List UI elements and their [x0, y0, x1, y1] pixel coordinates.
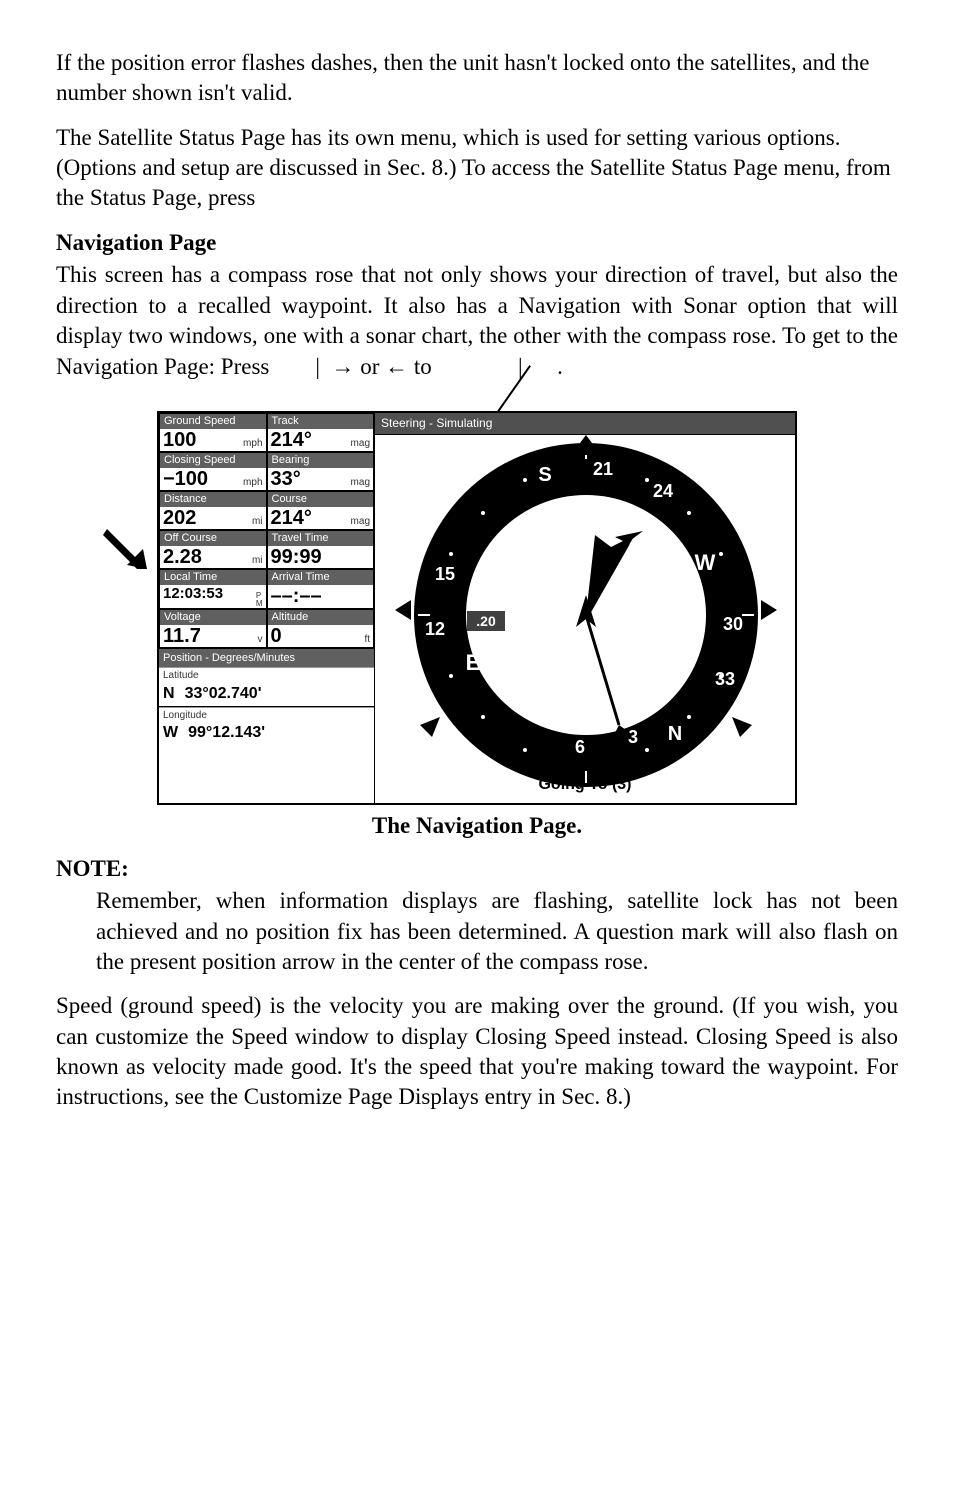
right-arrow-icon: → [331, 353, 354, 379]
label-latitude: Latitude [159, 667, 374, 682]
data-panel: Ground Speed 100 mph Track 214° mag Closin… [159, 413, 375, 804]
label-track: Track [268, 414, 374, 429]
steering-bar: Steering - Simulating [375, 413, 795, 436]
svg-text:24: 24 [653, 481, 673, 501]
svg-text:E: E [466, 650, 481, 675]
unit-distance: mi [252, 515, 263, 528]
value-off-course: 2.28 [163, 547, 202, 567]
value-course: 214° [271, 508, 312, 528]
unit-altitude: ft [364, 633, 370, 646]
nav-intro-or: or [360, 354, 379, 379]
nav-intro-to: to [414, 354, 432, 379]
left-arrow-icon: ← [385, 353, 408, 379]
unit-course: mag [351, 515, 370, 528]
svg-text:W: W [695, 550, 716, 575]
value-ground-speed: 100 [163, 430, 196, 450]
value-bearing: 33° [271, 469, 301, 489]
compass-rose-icon: S W E N 21 24 15 12 6 3 30 33 [375, 435, 798, 803]
svg-text:6: 6 [575, 737, 585, 757]
svg-text:12: 12 [425, 619, 445, 639]
value-latitude: 33°02.740' [185, 683, 262, 704]
cell-local-time: Local Time 12:03:53 P M [159, 569, 267, 608]
label-position: Position - Degrees/Minutes [159, 649, 374, 668]
heading-navigation-page: Navigation Page [56, 228, 898, 258]
svg-text:21: 21 [593, 459, 613, 479]
label-altitude: Altitude [268, 610, 374, 625]
note-body: Remember, when information displays are … [96, 886, 898, 977]
paragraph-navigation-intro: This screen has a compass rose that not … [56, 260, 898, 382]
value-altitude: 0 [271, 626, 282, 646]
label-course: Course [268, 492, 374, 507]
lon-prefix: W [163, 722, 178, 743]
label-closing-speed: Closing Speed [160, 453, 266, 468]
value-longitude: 99°12.143' [188, 722, 265, 743]
figure-navigation-screen: Ground Speed 100 mph Track 214° mag Closin… [56, 411, 898, 806]
value-track: 214° [271, 430, 312, 450]
paragraph-status-menu: The Satellite Status Page has its own me… [56, 123, 898, 214]
callout-arrow-icon [103, 525, 151, 573]
svg-text:15: 15 [435, 564, 455, 584]
cell-distance: Distance 202 mi [159, 491, 267, 530]
unit-closing-speed: mph [243, 476, 262, 489]
value-distance: 202 [163, 508, 196, 528]
label-bearing: Bearing [268, 453, 374, 468]
unit-off-course: mi [252, 554, 263, 567]
cell-arrival-time: Arrival Time ––:–– [267, 569, 375, 608]
nav-intro-text: This screen has a compass rose that not … [56, 262, 898, 379]
going-to-label: Going To (3) [375, 774, 795, 795]
svg-text:N: N [668, 723, 682, 745]
cell-bearing: Bearing 33° mag [267, 452, 375, 491]
paragraph-speed: Speed (ground speed) is the velocity you… [56, 991, 898, 1112]
value-arrival-time: ––:–– [271, 586, 322, 606]
label-local-time: Local Time [160, 570, 266, 585]
label-arrival-time: Arrival Time [268, 570, 374, 585]
cell-travel-time: Travel Time 99:99 [267, 530, 375, 569]
label-travel-time: Travel Time [268, 531, 374, 546]
cell-voltage: Voltage 11.7 v [159, 609, 267, 648]
svg-text:3: 3 [628, 727, 638, 747]
svg-text:.20: .20 [476, 613, 496, 629]
value-voltage: 11.7 [163, 626, 201, 646]
unit-voltage: v [258, 633, 263, 646]
value-closing-speed: −100 [163, 469, 208, 489]
label-voltage: Voltage [160, 610, 266, 625]
cell-track: Track 214° mag [267, 413, 375, 452]
svg-text:30: 30 [723, 614, 743, 634]
label-longitude: Longitude [159, 707, 374, 722]
label-off-course: Off Course [160, 531, 266, 546]
navigation-screen: Ground Speed 100 mph Track 214° mag Closin… [157, 411, 797, 806]
value-local-time: 12:03:53 [163, 586, 223, 601]
cell-position: Position - Degrees/Minutes Latitude N 33°… [159, 648, 374, 745]
unit-bearing: mag [351, 476, 370, 489]
note-label: NOTE: [56, 854, 898, 884]
cell-ground-speed: Ground Speed 100 mph [159, 413, 267, 452]
cell-course: Course 214° mag [267, 491, 375, 530]
svg-text:33: 33 [715, 669, 735, 689]
figure-caption: The Navigation Page. [56, 811, 898, 841]
value-travel-time: 99:99 [271, 547, 322, 567]
compass-stage: S W E N 21 24 15 12 6 3 30 33 [375, 435, 795, 803]
cell-altitude: Altitude 0 ft [267, 609, 375, 648]
unit-ground-speed: mph [243, 437, 262, 450]
unit-local-time: P M [256, 592, 263, 606]
label-ground-speed: Ground Speed [160, 414, 266, 429]
paragraph-position-error: If the position error flashes dashes, th… [56, 48, 898, 109]
svg-text:S: S [538, 464, 551, 486]
cell-off-course: Off Course 2.28 mi [159, 530, 267, 569]
cell-closing-speed: Closing Speed −100 mph [159, 452, 267, 491]
unit-track: mag [351, 437, 370, 450]
label-distance: Distance [160, 492, 266, 507]
compass-panel: Steering - Simulating [375, 413, 795, 804]
lat-prefix: N [163, 683, 175, 704]
